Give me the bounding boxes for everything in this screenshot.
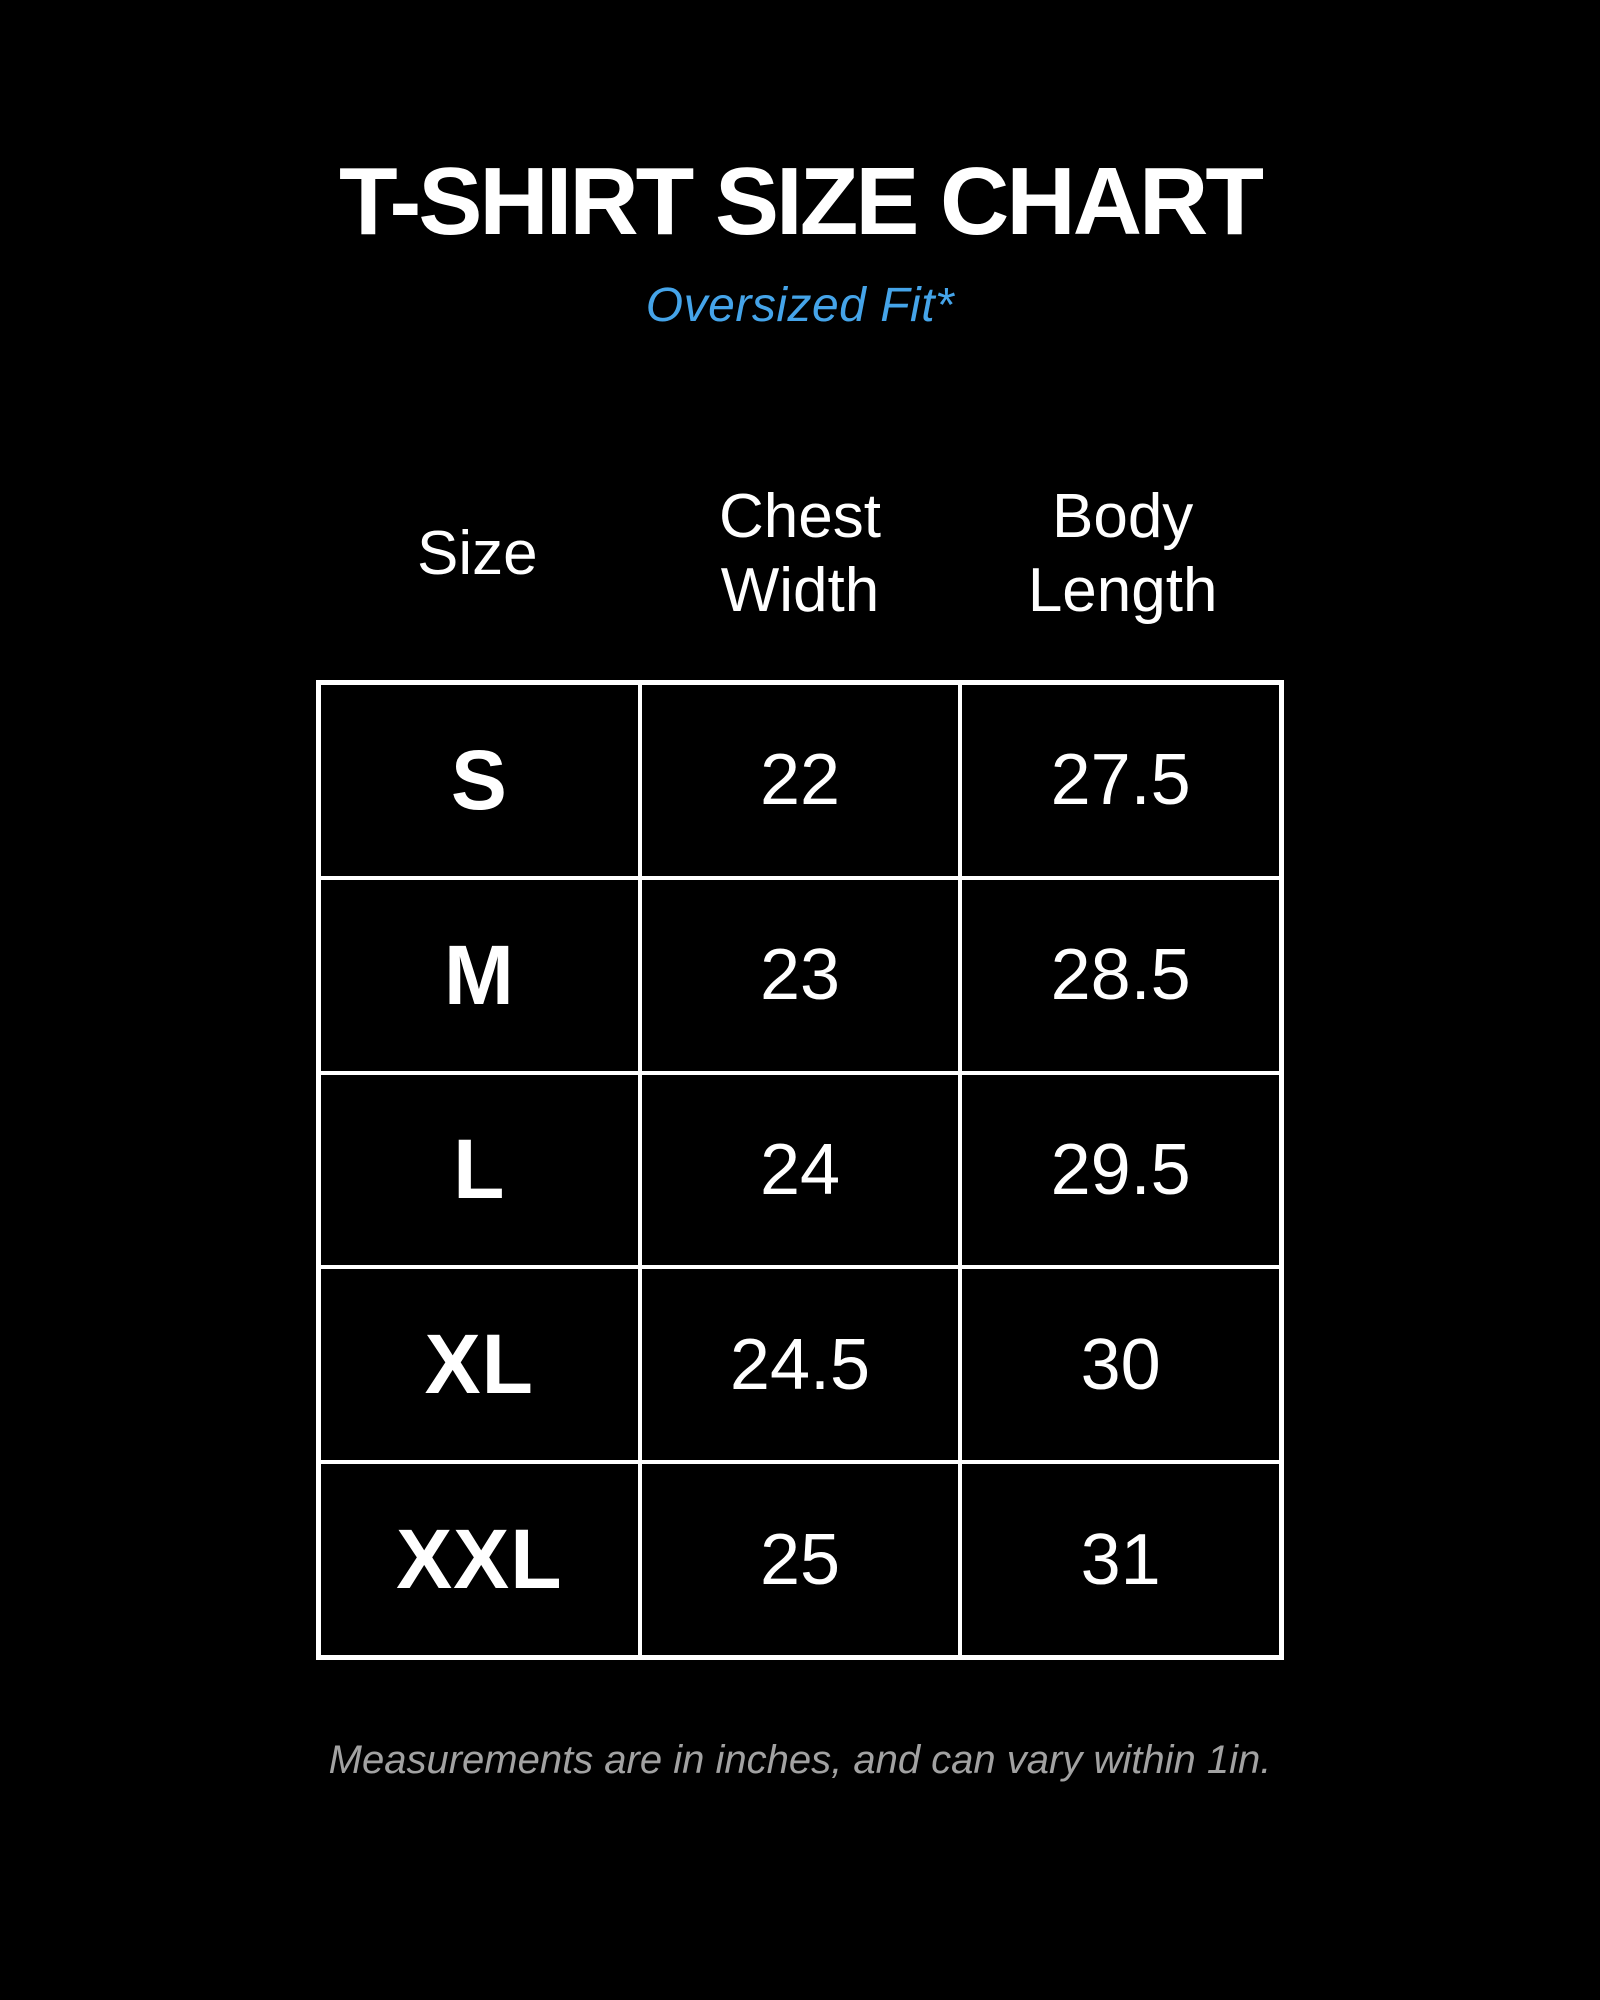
cell-s-size: S: [321, 685, 638, 876]
cell-xl-size: XL: [321, 1269, 638, 1461]
cell-m-body: 28.5: [962, 879, 1279, 1071]
cell-xxl-chest: 25: [641, 1464, 959, 1655]
cell-xl-body: 30: [962, 1269, 1279, 1461]
measurement-footnote: Measurements are in inches, and can vary…: [328, 1738, 1272, 1782]
cell-xl-chest: 24.5: [641, 1269, 959, 1461]
cell-s-body: 27.5: [962, 685, 1279, 876]
column-header-chest-width: Chest Width: [719, 481, 881, 625]
column-header-size: Size: [417, 518, 538, 588]
fit-subtitle: Oversized Fit*: [645, 279, 955, 332]
table-header-row: Size Chest Width Body Length: [316, 468, 1284, 640]
cell-m-size: M: [321, 879, 638, 1071]
cell-xxl-size: XXL: [321, 1464, 638, 1655]
cell-xxl-body: 31: [962, 1464, 1279, 1655]
cell-s-chest: 22: [641, 685, 959, 876]
cell-l-chest: 24: [641, 1074, 959, 1266]
cell-m-chest: 23: [641, 879, 959, 1071]
size-table: S 22 27.5 M 23 28.5 L 24 29.5 XL 24.5 30…: [316, 680, 1284, 1660]
page-title: T-SHIRT SIZE CHART: [339, 148, 1264, 255]
cell-l-size: L: [321, 1074, 638, 1266]
column-header-body-length: Body Length: [1027, 481, 1218, 625]
cell-l-body: 29.5: [962, 1074, 1279, 1266]
